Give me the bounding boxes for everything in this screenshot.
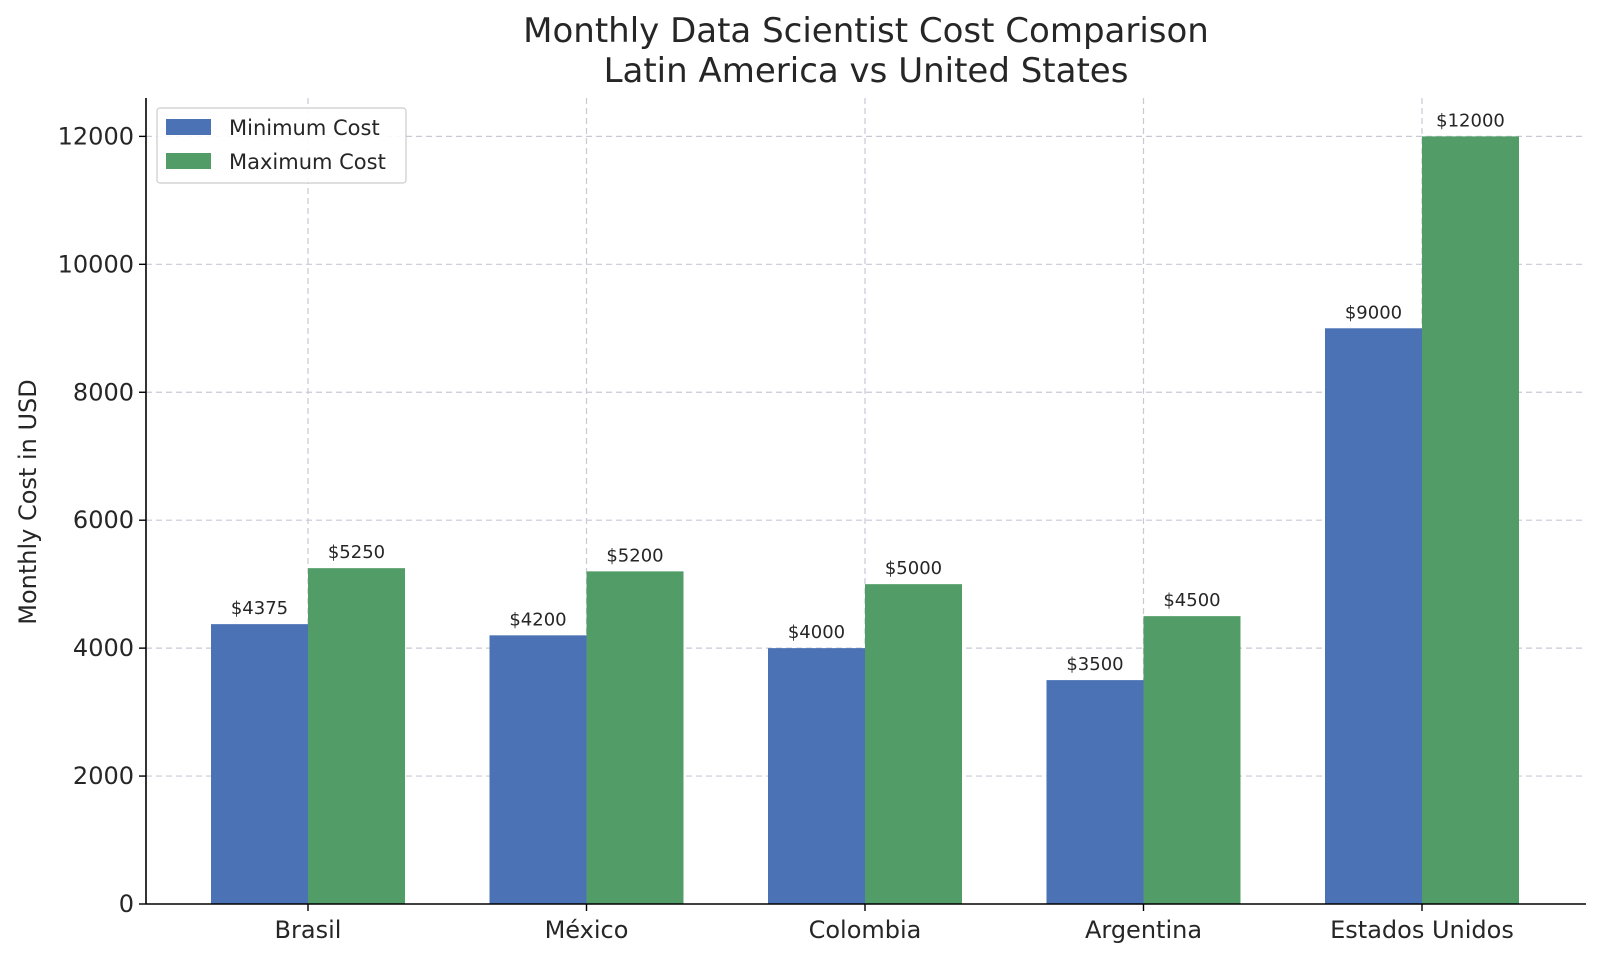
x-tick-label: Estados Unidos <box>1330 916 1514 944</box>
x-tick-label: Brasil <box>275 916 342 944</box>
data-label-maximum-cost-argentina: $4500 <box>1163 590 1220 611</box>
data-label-maximum-cost-brasil: $5250 <box>328 542 385 563</box>
bar-maximum-cost-mexico <box>586 571 684 904</box>
bars <box>211 136 1519 904</box>
legend-swatch-maximum <box>166 153 211 169</box>
y-tick-label: 0 <box>119 890 134 918</box>
x-tick-label: Argentina <box>1085 916 1202 944</box>
legend-box <box>156 107 407 184</box>
data-label-maximum-cost-mexico: $5200 <box>606 545 663 566</box>
y-tick-label: 10000 <box>58 250 134 278</box>
bar-maximum-cost-brasil <box>308 568 405 904</box>
bar-minimum-cost-argentina <box>1046 680 1144 904</box>
data-label-minimum-cost-argentina: $3500 <box>1066 654 1123 675</box>
bar-maximum-cost-colombia <box>865 584 962 904</box>
x-tick-label: Colombia <box>809 916 922 944</box>
data-label-minimum-cost-estados-unidos: $9000 <box>1345 302 1402 323</box>
data-label-minimum-cost-colombia: $4000 <box>788 622 845 643</box>
axes <box>145 98 1586 905</box>
y-tick-label: 8000 <box>73 378 134 406</box>
y-axis-label: Monthly Cost in USD <box>14 379 42 625</box>
chart-subtitle: Latin America vs United States <box>604 51 1129 91</box>
chart-title: Monthly Data Scientist Cost Comparison <box>523 11 1209 51</box>
bar-minimum-cost-brasil <box>211 624 308 904</box>
y-tick-label: 12000 <box>58 122 134 150</box>
bar-minimum-cost-colombia <box>768 648 865 904</box>
bar-maximum-cost-estados-unidos <box>1422 136 1519 904</box>
data-labels: $4375 $4200 $4000 $3500 $9000 $5250 $5200 $5000… <box>231 110 1505 675</box>
x-tick-label: México <box>545 916 629 944</box>
legend-label-maximum: Maximum Cost <box>229 150 386 174</box>
y-tick-label: 2000 <box>73 762 134 790</box>
legend: Minimum Cost Maximum Cost <box>156 107 407 184</box>
y-tick-label: 4000 <box>73 634 134 662</box>
legend-swatch-minimum <box>166 119 211 135</box>
data-label-maximum-cost-estados-unidos: $12000 <box>1436 110 1505 131</box>
bar-minimum-cost-estados-unidos <box>1325 328 1422 904</box>
bar-minimum-cost-mexico <box>489 635 587 904</box>
data-label-minimum-cost-mexico: $4200 <box>509 609 566 630</box>
y-tick-label: 6000 <box>73 506 134 534</box>
y-ticks: 0 2000 4000 6000 8000 10000 12000 <box>58 122 146 918</box>
data-label-minimum-cost-brasil: $4375 <box>231 598 288 619</box>
x-ticks: Brasil México Colombia Argentina Estados Uni… <box>275 904 1514 944</box>
bar-maximum-cost-argentina <box>1143 616 1241 904</box>
legend-label-minimum: Minimum Cost <box>229 116 380 140</box>
data-label-maximum-cost-colombia: $5000 <box>885 558 942 579</box>
